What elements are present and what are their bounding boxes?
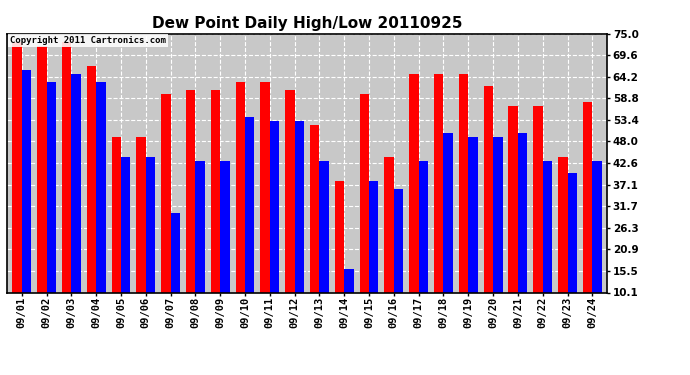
- Bar: [112, 137, 121, 292]
- Bar: [195, 161, 205, 292]
- Bar: [71, 74, 81, 292]
- Bar: [493, 137, 502, 292]
- Bar: [384, 158, 394, 292]
- Bar: [270, 122, 279, 292]
- Bar: [444, 134, 453, 292]
- Title: Dew Point Daily High/Low 20110925: Dew Point Daily High/Low 20110925: [152, 16, 462, 31]
- Bar: [509, 105, 518, 292]
- Bar: [533, 105, 543, 292]
- Bar: [484, 86, 493, 292]
- Bar: [394, 189, 403, 292]
- Bar: [22, 70, 31, 292]
- Text: Copyright 2011 Cartronics.com: Copyright 2011 Cartronics.com: [10, 36, 166, 45]
- Bar: [419, 161, 428, 292]
- Bar: [518, 134, 527, 292]
- Bar: [285, 90, 295, 292]
- Bar: [459, 74, 469, 292]
- Bar: [220, 161, 230, 292]
- Bar: [583, 102, 592, 292]
- Bar: [211, 90, 220, 292]
- Bar: [319, 161, 329, 292]
- Bar: [37, 46, 47, 292]
- Bar: [170, 213, 180, 292]
- Bar: [62, 42, 71, 292]
- Bar: [409, 74, 419, 292]
- Bar: [295, 122, 304, 292]
- Bar: [12, 42, 22, 292]
- Bar: [245, 117, 255, 292]
- Bar: [121, 158, 130, 292]
- Bar: [47, 82, 56, 292]
- Bar: [558, 158, 567, 292]
- Bar: [260, 82, 270, 292]
- Bar: [96, 82, 106, 292]
- Bar: [592, 161, 602, 292]
- Bar: [146, 158, 155, 292]
- Bar: [161, 93, 170, 292]
- Bar: [310, 126, 319, 292]
- Bar: [567, 173, 577, 292]
- Bar: [87, 66, 96, 292]
- Bar: [235, 82, 245, 292]
- Bar: [434, 74, 444, 292]
- Bar: [359, 93, 369, 292]
- Bar: [369, 181, 379, 292]
- Bar: [137, 137, 146, 292]
- Bar: [335, 181, 344, 292]
- Bar: [469, 137, 477, 292]
- Bar: [344, 269, 354, 292]
- Bar: [543, 161, 552, 292]
- Bar: [186, 90, 195, 292]
